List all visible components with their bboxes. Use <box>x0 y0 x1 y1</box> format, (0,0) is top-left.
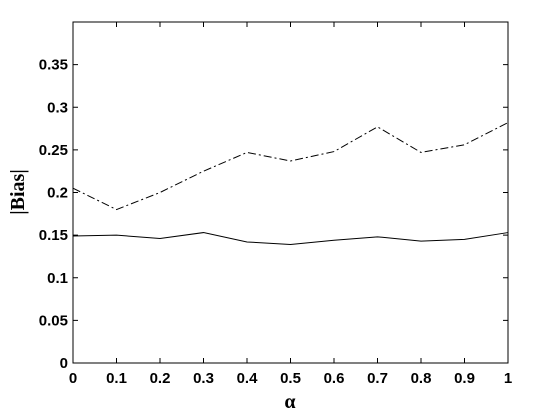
x-tick-label: 0.3 <box>193 370 214 387</box>
x-tick-label: 0.2 <box>150 370 171 387</box>
y-tick-label: 0.15 <box>39 227 68 244</box>
x-tick-label: 0.5 <box>280 370 301 387</box>
x-axis-label: α <box>284 391 295 413</box>
x-tick-label: 0.4 <box>237 370 259 387</box>
y-tick-label: 0.25 <box>39 142 68 159</box>
y-tick-label: 0.2 <box>47 185 68 202</box>
x-tick-label: 0.6 <box>324 370 345 387</box>
y-tick-label: 0.35 <box>39 57 68 74</box>
x-tick-label: 0.9 <box>454 370 475 387</box>
x-tick-label: 0.1 <box>106 370 127 387</box>
data-line <box>72 122 509 211</box>
data-line <box>72 232 509 246</box>
plot-frame <box>72 21 509 364</box>
y-tick-label: 0.1 <box>47 270 68 287</box>
x-tick-label: 0 <box>69 370 77 387</box>
x-tick-label: 0.7 <box>367 370 388 387</box>
x-tick-label: 0.8 <box>411 370 432 387</box>
y-tick-label: 0 <box>60 355 68 372</box>
x-tick-label: 1 <box>504 370 512 387</box>
y-tick-label: 0.3 <box>47 99 68 116</box>
y-tick-label: 0.05 <box>39 312 68 329</box>
y-axis-label: |Bias| <box>7 169 29 215</box>
